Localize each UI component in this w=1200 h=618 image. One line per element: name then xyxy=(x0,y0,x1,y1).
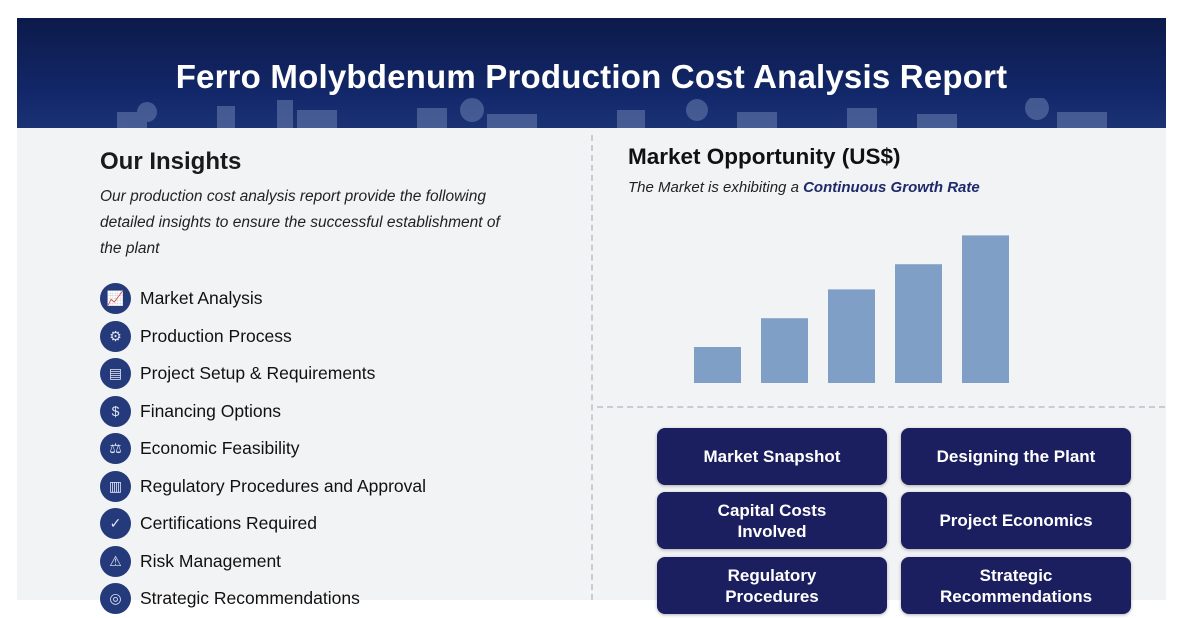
bar xyxy=(694,347,741,383)
certificate-icon: ✓ xyxy=(100,508,131,540)
list-item-label: Project Setup & Requirements xyxy=(140,363,376,384)
bar xyxy=(895,264,942,383)
list-item: ⚖ Economic Feasibility xyxy=(100,430,426,468)
money-icon: $ xyxy=(100,395,131,427)
list-item-label: Production Process xyxy=(140,325,292,346)
project-economics-button[interactable]: Project Economics xyxy=(901,492,1131,549)
warning-icon: ⚠ xyxy=(100,545,131,577)
list-item: ▤ Project Setup & Requirements xyxy=(100,355,426,393)
gear-icon: ⚙ xyxy=(100,320,131,352)
clipboard-icon: ▤ xyxy=(100,358,131,390)
insights-title: Our Insights xyxy=(100,148,242,175)
skyline-decoration xyxy=(117,98,1107,128)
insights-list: 📈 Market Analysis ⚙ Production Process ▤ Pr… xyxy=(100,280,426,618)
insights-description: Our production cost analysis report prov… xyxy=(100,188,500,257)
list-item-label: Strategic Recommendations xyxy=(140,588,360,609)
list-item-label: Financing Options xyxy=(140,400,282,421)
bar xyxy=(962,235,1009,383)
bar xyxy=(761,318,808,383)
list-item: ◎ Strategic Recommendations xyxy=(100,580,426,618)
list-item: ⚙ Production Process xyxy=(100,318,426,356)
target-icon: ◎ xyxy=(100,583,131,615)
regulatory-procedures-button[interactable]: Regulatory Procedures xyxy=(657,557,887,614)
market-title: Market Opportunity (US$) xyxy=(628,144,901,169)
document-icon: ▥ xyxy=(100,470,131,502)
scale-icon: ⚖ xyxy=(100,433,131,465)
list-item: ✓ Certifications Required xyxy=(100,505,426,543)
chart-icon: 📈 xyxy=(100,283,131,315)
list-item-label: Economic Feasibility xyxy=(140,438,300,459)
list-item-label: Regulatory Procedures and Approval xyxy=(140,475,427,496)
subtitle-text: The Market is exhibiting a xyxy=(628,179,804,196)
strategic-recommendations-button[interactable]: Strategic Recommendations xyxy=(901,557,1131,614)
list-item-label: Certifications Required xyxy=(140,513,318,534)
list-item-label: Risk Management xyxy=(140,550,282,571)
title-banner: Ferro Molybdenum Production Cost Analysi… xyxy=(17,18,1166,128)
list-item-label: Market Analysis xyxy=(140,288,263,309)
subtitle-emphasis: Continuous Growth Rate xyxy=(803,179,980,196)
growth-bar-chart xyxy=(694,235,1009,383)
market-subtitle: The Market is exhibiting a Continuous Gr… xyxy=(628,179,980,196)
designing-plant-button[interactable]: Designing the Plant xyxy=(901,428,1131,485)
list-item: ⚠ Risk Management xyxy=(100,543,426,581)
horizontal-divider xyxy=(597,406,1165,408)
market-snapshot-button[interactable]: Market Snapshot xyxy=(657,428,887,485)
list-item: $ Financing Options xyxy=(100,393,426,431)
list-item: ▥ Regulatory Procedures and Approval xyxy=(100,468,426,506)
vertical-divider xyxy=(591,135,593,600)
bar xyxy=(828,289,875,383)
capital-costs-button[interactable]: Capital Costs Involved xyxy=(657,492,887,549)
report-title: Ferro Molybdenum Production Cost Analysi… xyxy=(175,58,1008,95)
list-item: 📈 Market Analysis xyxy=(100,280,426,318)
